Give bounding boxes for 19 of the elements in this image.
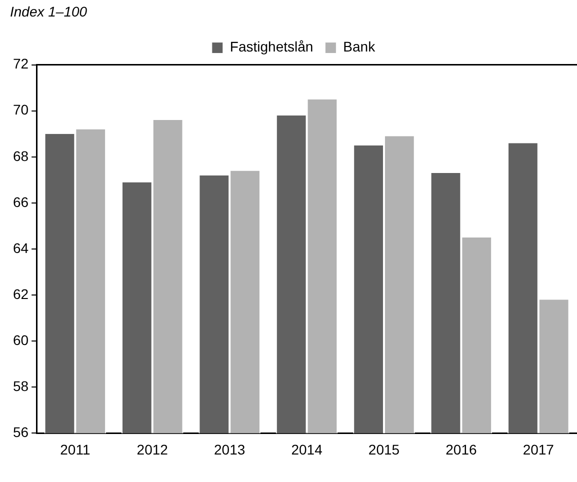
y-tick-label: 56 [12, 424, 29, 440]
y-tick-label: 68 [12, 148, 29, 164]
x-tick-label: 2013 [214, 441, 246, 458]
x-tick-label: 2015 [368, 441, 400, 458]
x-tick-label: 2012 [136, 441, 168, 458]
x-tick-label: 2017 [522, 441, 554, 458]
y-axis-title: Index 1–100 [10, 3, 88, 20]
legend-label: Bank [343, 38, 376, 55]
y-tick-label: 66 [12, 194, 29, 210]
y-tick-label: 60 [12, 332, 29, 348]
x-tick-label: 2014 [291, 441, 323, 458]
y-tick-label: 64 [12, 240, 29, 256]
y-tick-label: 58 [12, 378, 29, 394]
y-tick-label: 62 [12, 286, 29, 302]
x-tick-label: 2016 [446, 441, 477, 458]
legend-label: Fastighetslån [230, 38, 314, 55]
y-tick-label: 70 [12, 102, 29, 118]
y-tick-label: 72 [12, 56, 29, 72]
x-tick-label: 2011 [60, 441, 90, 458]
